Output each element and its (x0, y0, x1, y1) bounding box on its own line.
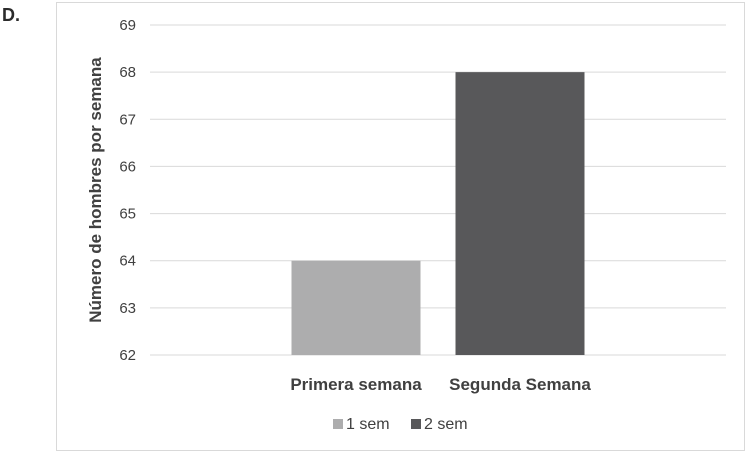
y-tick-label: 68 (119, 64, 136, 81)
legend: 1 sem 2 sem (333, 416, 468, 433)
y-axis-ticks: 62 63 64 65 66 67 68 69 (119, 17, 136, 364)
x-axis-labels: Primera semana Segunda Semana (290, 375, 591, 394)
legend-label: 1 sem (346, 416, 390, 433)
y-tick-label: 67 (119, 111, 136, 128)
y-axis-title: Número de hombres por semana (86, 57, 105, 323)
panel-label: D. (2, 5, 20, 25)
x-category-label: Primera semana (290, 375, 422, 394)
bar-2-sem (455, 72, 585, 356)
y-tick-label: 65 (119, 206, 136, 223)
x-category-label: Segunda Semana (449, 375, 591, 394)
chart-frame (56, 2, 745, 451)
y-tick-label: 62 (119, 347, 136, 364)
bar-1-sem (291, 260, 421, 355)
legend-swatch (411, 419, 421, 429)
bars (291, 72, 585, 356)
legend-swatch (333, 419, 343, 429)
legend-label: 2 sem (424, 416, 468, 433)
gridlines (150, 24, 726, 356)
y-tick-label: 69 (119, 17, 136, 34)
y-tick-label: 63 (119, 300, 136, 317)
y-tick-label: 66 (119, 158, 136, 175)
y-tick-label: 64 (119, 253, 136, 270)
